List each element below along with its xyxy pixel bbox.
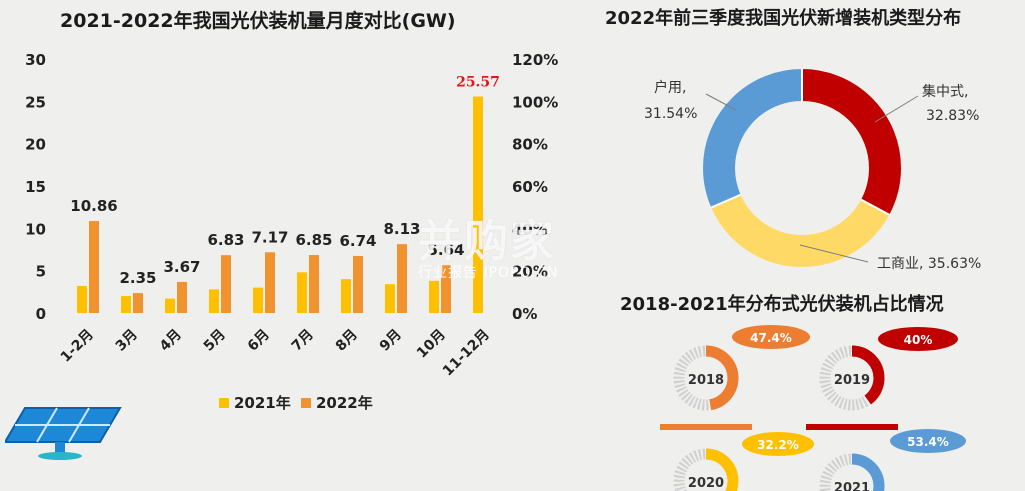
bar-2021 (473, 96, 483, 314)
data-label: 6.85 (295, 231, 332, 249)
watermark-text: 行业报告 IPOPO.CN (418, 265, 559, 281)
x-tick-label: 7月 (289, 327, 317, 355)
bar-2022 (309, 255, 319, 313)
leader-line (705, 93, 737, 111)
data-label: 3.67 (163, 258, 200, 276)
value-label: 47.4% (750, 331, 792, 345)
bar-2022 (221, 255, 231, 313)
ring-background (673, 448, 739, 491)
x-tick-label: 5月 (201, 327, 229, 355)
bar-2022 (353, 255, 363, 313)
ring-value (819, 345, 885, 411)
bar-2021 (209, 289, 219, 313)
data-label: 10.86 (70, 197, 117, 215)
bar-2021 (121, 296, 131, 313)
ring-background (819, 453, 885, 491)
y2-tick-label: 40% (512, 220, 548, 238)
bar-2021 (341, 279, 351, 313)
slice-divider (710, 193, 741, 209)
value-badge (890, 429, 966, 453)
donut-slice (703, 69, 901, 267)
bar-2021 (77, 285, 87, 313)
legend-swatch-2021 (219, 398, 229, 408)
bar-2021 (253, 287, 263, 313)
slice-label-centralized: 集中式, (922, 83, 968, 100)
value-label: 32.2% (757, 438, 799, 452)
y2-tick-label: 100% (512, 93, 558, 111)
distributed-chart-title: 2018-2021年分布式光伏装机占比情况 (620, 294, 944, 315)
bar-2021 (385, 284, 395, 313)
legend-swatch-2022 (301, 398, 311, 408)
value-badge (732, 325, 810, 349)
year-label: 2021 (834, 481, 870, 491)
slice-label-commercial: 工商业, 35.63% (877, 256, 981, 272)
x-tick-label: 3月 (113, 327, 141, 355)
x-tick-label: 6月 (245, 327, 273, 355)
slice-label-household: 户用, (654, 79, 686, 96)
x-tick-label: 9月 (377, 327, 405, 355)
x-tick-label: 4月 (157, 327, 185, 355)
slice-pct-household: 31.54% (644, 106, 697, 122)
ring-background (673, 345, 739, 411)
value-label: 40% (904, 333, 933, 347)
value-badge (742, 432, 814, 456)
data-label: 5.64 (427, 241, 464, 259)
ring-value (673, 345, 739, 411)
data-label: 6.74 (339, 232, 376, 250)
x-tick-label: 11-12月 (440, 327, 493, 380)
slice-pct-centralized: 32.83% (926, 108, 979, 124)
bar-2021 (165, 298, 175, 313)
bar-2022 (177, 281, 187, 313)
year-label: 2018 (688, 373, 724, 388)
ring-background (819, 345, 885, 411)
value-label: 53.4% (907, 435, 949, 449)
value-badge (878, 327, 958, 351)
watermark-logo: 并购家 (418, 216, 556, 267)
ring-value (819, 453, 885, 491)
donut-slice (703, 69, 901, 267)
bar-2022 (265, 252, 275, 313)
data-label: 6.83 (207, 231, 244, 249)
y-tick-label: 15 (25, 178, 46, 196)
bar-2021 (297, 272, 307, 313)
y-tick-label: 25 (25, 93, 46, 111)
bar-chart-title: 2021-2022年我国光伏装机量月度对比(GW) (60, 10, 456, 32)
data-label: 25.57 (456, 75, 500, 91)
slice-divider (860, 198, 890, 216)
bar-chart: 0 5 10 15 20 25 30 0% 20% 40% 60% 80% 100% 120% 10.86 1… (25, 51, 558, 412)
ring-value (673, 448, 739, 491)
y2-tick-label: 60% (512, 178, 548, 196)
legend-label-2021: 2021年 (234, 394, 291, 412)
bar-2022 (89, 221, 99, 313)
x-tick-label: 1-2月 (58, 327, 97, 366)
solar-panel-icon (5, 407, 122, 460)
underline-bar-2019 (806, 424, 898, 430)
legend-label-2022: 2022年 (316, 394, 373, 412)
donut-slice (703, 69, 901, 267)
x-tick-label: 10月 (414, 327, 449, 362)
y-tick-label: 30 (25, 51, 46, 69)
leader-line (799, 244, 869, 263)
y2-tick-label: 80% (512, 136, 548, 154)
underline-bar-2018 (660, 424, 752, 430)
leader-line (874, 95, 919, 123)
x-tick-label: 8月 (333, 327, 361, 355)
y-tick-label: 5 (36, 263, 46, 281)
year-label: 2019 (834, 373, 870, 388)
bar-2022 (397, 244, 407, 313)
bar-2021 (429, 280, 439, 313)
y-tick-label: 20 (25, 136, 46, 154)
y2-tick-label: 0% (512, 305, 537, 323)
y2-tick-label: 120% (512, 51, 558, 69)
data-label: 7.17 (251, 228, 288, 246)
donut-chart-title: 2022年前三季度我国光伏新增装机类型分布 (605, 8, 962, 29)
bar-2022 (441, 265, 451, 313)
data-label: 8.13 (383, 220, 420, 238)
data-label: 2.35 (119, 269, 156, 287)
bar-2022 (133, 293, 143, 313)
year-label: 2020 (688, 476, 724, 491)
y2-tick-label: 20% (512, 263, 548, 281)
y-tick-label: 0 (36, 305, 46, 323)
y-tick-label: 10 (25, 220, 46, 238)
